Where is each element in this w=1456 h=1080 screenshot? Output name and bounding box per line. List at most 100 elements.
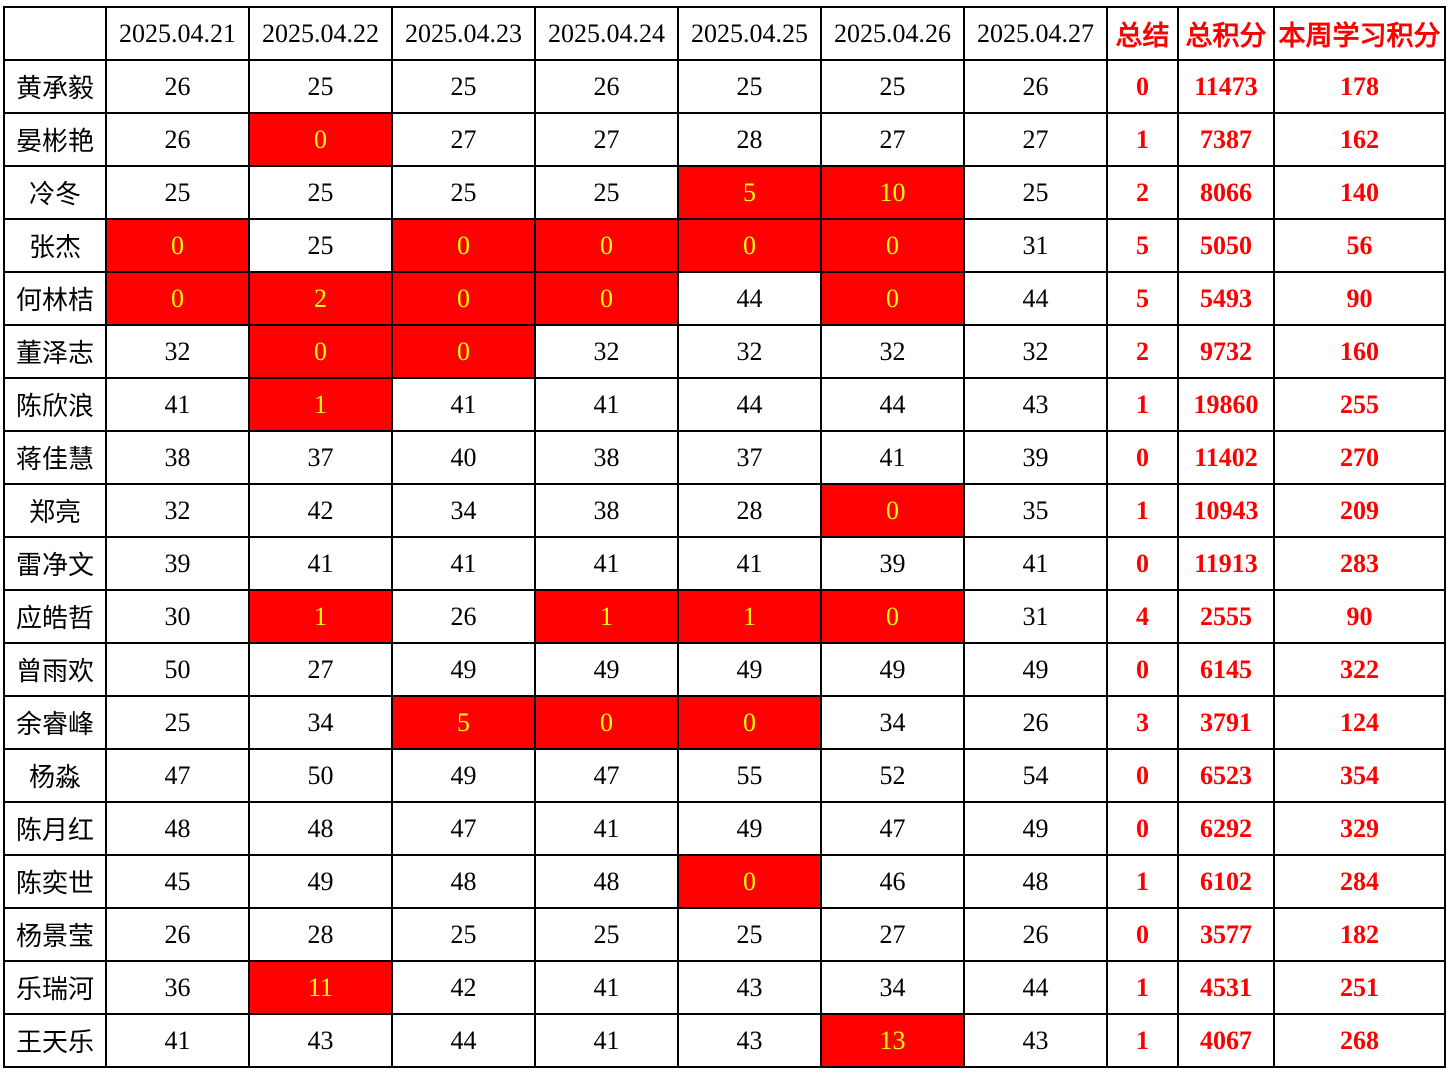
day-score-cell[interactable]: 42 (391, 960, 536, 1015)
day-score-cell-highlighted[interactable]: 1 (534, 589, 679, 644)
day-score-cell[interactable]: 26 (534, 59, 679, 114)
student-name-cell[interactable]: 冷冬 (3, 165, 107, 220)
week-study-points-cell[interactable]: 322 (1273, 642, 1446, 697)
day-score-cell[interactable]: 46 (820, 854, 965, 909)
day-score-cell[interactable]: 25 (105, 165, 250, 220)
day-score-cell[interactable]: 49 (248, 854, 393, 909)
day-score-cell[interactable]: 41 (248, 536, 393, 591)
day-score-cell[interactable]: 41 (391, 377, 536, 432)
day-score-cell[interactable]: 32 (105, 324, 250, 379)
day-score-cell[interactable]: 28 (677, 483, 822, 538)
summary-cell[interactable]: 0 (1106, 907, 1179, 962)
day-score-cell[interactable]: 44 (963, 271, 1108, 326)
day-score-cell[interactable]: 30 (105, 589, 250, 644)
student-name-cell[interactable]: 应皓哲 (3, 589, 107, 644)
day-score-cell[interactable]: 49 (820, 642, 965, 697)
day-score-cell[interactable]: 47 (391, 801, 536, 856)
total-points-cell[interactable]: 3791 (1177, 695, 1275, 750)
day-score-cell[interactable]: 32 (677, 324, 822, 379)
day-score-cell[interactable]: 49 (534, 642, 679, 697)
day-score-cell[interactable]: 25 (534, 165, 679, 220)
day-score-cell[interactable]: 45 (105, 854, 250, 909)
day-score-cell-highlighted[interactable]: 5 (391, 695, 536, 750)
day-score-cell[interactable]: 43 (677, 1013, 822, 1068)
week-study-points-cell[interactable]: 162 (1273, 112, 1446, 167)
day-score-cell[interactable]: 49 (963, 642, 1108, 697)
summary-cell[interactable]: 1 (1106, 960, 1179, 1015)
student-name-cell[interactable]: 晏彬艳 (3, 112, 107, 167)
day-score-cell[interactable]: 25 (391, 907, 536, 962)
week-study-points-cell[interactable]: 182 (1273, 907, 1446, 962)
summary-cell[interactable]: 3 (1106, 695, 1179, 750)
day-score-cell[interactable]: 25 (248, 218, 393, 273)
summary-cell[interactable]: 1 (1106, 377, 1179, 432)
day-score-cell[interactable]: 54 (963, 748, 1108, 803)
student-name-cell[interactable]: 乐瑞河 (3, 960, 107, 1015)
day-score-cell-highlighted[interactable]: 0 (105, 218, 250, 273)
week-study-points-cell[interactable]: 90 (1273, 589, 1446, 644)
summary-cell[interactable]: 1 (1106, 1013, 1179, 1068)
day-score-cell[interactable]: 38 (534, 430, 679, 485)
week-study-points-cell[interactable]: 124 (1273, 695, 1446, 750)
day-score-cell-highlighted[interactable]: 10 (820, 165, 965, 220)
column-header-date-4[interactable]: 2025.04.24 (534, 6, 679, 61)
student-name-cell[interactable]: 杨淼 (3, 748, 107, 803)
week-study-points-cell[interactable]: 209 (1273, 483, 1446, 538)
day-score-cell[interactable]: 48 (391, 854, 536, 909)
week-study-points-cell[interactable]: 56 (1273, 218, 1446, 273)
day-score-cell[interactable]: 27 (391, 112, 536, 167)
day-score-cell[interactable]: 44 (677, 377, 822, 432)
day-score-cell[interactable]: 25 (391, 59, 536, 114)
day-score-cell[interactable]: 43 (677, 960, 822, 1015)
week-study-points-cell[interactable]: 251 (1273, 960, 1446, 1015)
day-score-cell[interactable]: 37 (677, 430, 822, 485)
student-name-cell[interactable]: 黄承毅 (3, 59, 107, 114)
day-score-cell[interactable]: 26 (105, 59, 250, 114)
day-score-cell-highlighted[interactable]: 1 (248, 377, 393, 432)
student-name-cell[interactable]: 雷净文 (3, 536, 107, 591)
day-score-cell[interactable]: 41 (534, 960, 679, 1015)
summary-cell[interactable]: 0 (1106, 430, 1179, 485)
day-score-cell[interactable]: 44 (820, 377, 965, 432)
day-score-cell[interactable]: 48 (248, 801, 393, 856)
student-name-cell[interactable]: 陈奕世 (3, 854, 107, 909)
total-points-cell[interactable]: 19860 (1177, 377, 1275, 432)
day-score-cell[interactable]: 25 (677, 59, 822, 114)
day-score-cell[interactable]: 41 (534, 801, 679, 856)
student-name-cell[interactable]: 张杰 (3, 218, 107, 273)
day-score-cell[interactable]: 31 (963, 218, 1108, 273)
day-score-cell[interactable]: 32 (963, 324, 1108, 379)
day-score-cell[interactable]: 41 (534, 377, 679, 432)
day-score-cell[interactable]: 55 (677, 748, 822, 803)
student-name-cell[interactable]: 何林桔 (3, 271, 107, 326)
day-score-cell[interactable]: 26 (105, 907, 250, 962)
total-points-cell[interactable]: 11473 (1177, 59, 1275, 114)
day-score-cell[interactable]: 35 (963, 483, 1108, 538)
day-score-cell[interactable]: 26 (963, 59, 1108, 114)
day-score-cell[interactable]: 26 (391, 589, 536, 644)
column-header-date-3[interactable]: 2025.04.23 (391, 6, 536, 61)
total-points-cell[interactable]: 11402 (1177, 430, 1275, 485)
day-score-cell[interactable]: 43 (963, 1013, 1108, 1068)
total-points-cell[interactable]: 5493 (1177, 271, 1275, 326)
day-score-cell[interactable]: 32 (820, 324, 965, 379)
summary-cell[interactable]: 1 (1106, 112, 1179, 167)
day-score-cell[interactable]: 47 (820, 801, 965, 856)
summary-cell[interactable]: 1 (1106, 854, 1179, 909)
week-study-points-cell[interactable]: 255 (1273, 377, 1446, 432)
summary-cell[interactable]: 0 (1106, 801, 1179, 856)
total-points-cell[interactable]: 6292 (1177, 801, 1275, 856)
week-study-points-cell[interactable]: 329 (1273, 801, 1446, 856)
day-score-cell-highlighted[interactable]: 0 (248, 112, 393, 167)
day-score-cell[interactable]: 47 (105, 748, 250, 803)
day-score-cell[interactable]: 41 (820, 430, 965, 485)
day-score-cell[interactable]: 34 (391, 483, 536, 538)
column-header-week[interactable]: 本周学习积分 (1273, 6, 1446, 61)
total-points-cell[interactable]: 5050 (1177, 218, 1275, 273)
summary-cell[interactable]: 0 (1106, 59, 1179, 114)
day-score-cell[interactable]: 49 (391, 748, 536, 803)
day-score-cell[interactable]: 52 (820, 748, 965, 803)
summary-cell[interactable]: 0 (1106, 536, 1179, 591)
total-points-cell[interactable]: 9732 (1177, 324, 1275, 379)
day-score-cell[interactable]: 25 (534, 907, 679, 962)
